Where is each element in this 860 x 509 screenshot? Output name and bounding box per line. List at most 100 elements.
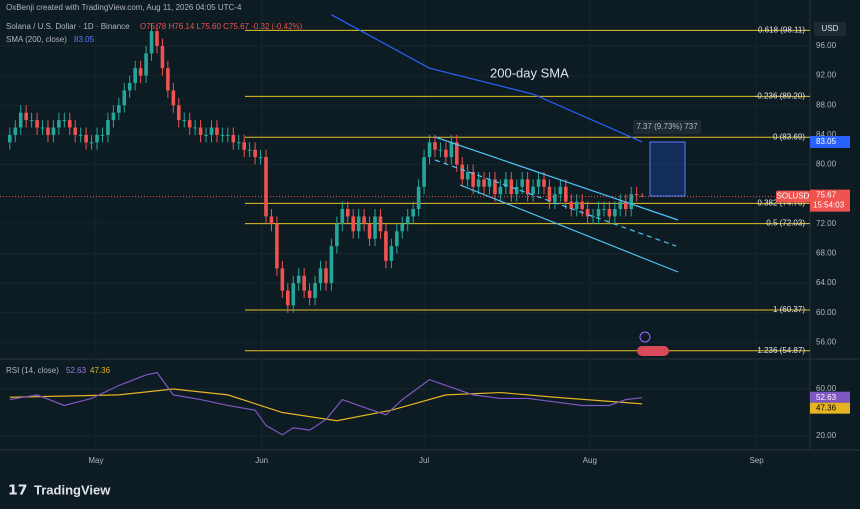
rsi-ma-box [810,402,850,414]
candle-body [465,171,470,180]
candle-body [302,275,306,291]
fib-label: 1.236 (54.87) [757,346,805,355]
author: OxBenji created with TradingView.com, Au… [6,3,242,12]
candle-body [411,209,415,217]
y-tick-label: 80.00 [816,160,837,169]
candle-body [318,268,323,284]
candle-body [155,31,159,46]
sma-legend-value: 83.05 [74,35,95,44]
y-tick-label: 56.00 [816,338,837,347]
candle-body [220,134,225,136]
candle-body [613,209,617,217]
candle-body [29,120,34,122]
x-tick-label: Sep [749,456,764,465]
x-tick-label: Jun [255,456,268,465]
flag-icon [637,346,669,356]
candle-body [553,194,557,202]
candle-body [324,268,328,284]
candle-body [634,194,639,196]
fib-label: 1 (60.37) [773,305,805,314]
rsi-ma-label: 47.36 [816,403,837,412]
y-tick-label: 64.00 [816,278,837,287]
fib-label: -0.236 (89.20) [755,91,806,100]
fib-label: 0.5 (72.03) [766,219,805,228]
candle-body [405,216,410,224]
logo: 𝟭𝟳 TradingView [8,482,111,498]
currency-box [814,22,846,36]
candle-body [454,142,459,165]
rsi-legend-value: 52.63 [66,366,87,375]
fib-label: 0 (83.69) [773,132,805,141]
candle-body [313,283,317,298]
rsi-box [810,391,850,403]
candle-body [264,157,268,217]
candle-body [547,186,552,202]
candle-body [51,127,56,135]
x-tick-label: Jul [419,456,429,465]
rsi-ma-legend-value: 47.36 [90,366,111,375]
candle-body [122,90,127,106]
candle-body [395,231,399,247]
rsi-label: 52.63 [816,393,837,402]
candle-body [329,246,334,284]
y-tick-label: 88.00 [816,100,837,109]
candle-body [187,120,192,128]
y-tick-label: 60.00 [816,308,837,317]
candle-body [95,134,99,143]
y-tick-label: 96.00 [816,41,837,50]
annotation: 200-day SMA [490,65,569,80]
candle-body [275,223,279,269]
candle-body [362,216,366,224]
candle-body [171,90,176,106]
price-label: 75.67 [816,191,837,200]
currency: USD [822,24,839,33]
candle-body [78,134,83,136]
candle-body [444,149,448,158]
channel [434,136,679,273]
candle-body [226,134,230,136]
y-tick-label: 68.00 [816,249,837,258]
candle-body [215,127,219,135]
candle-body [525,179,530,195]
rsi-ma-line [9,388,643,422]
candle-body [487,179,492,187]
candle-body [520,179,524,187]
candle-body [247,149,252,151]
candle-body [144,53,148,76]
candle-body [384,231,388,261]
channel-middle [434,159,677,247]
sma-box [810,135,850,148]
candle-body [209,127,214,135]
candle-body [564,186,568,202]
x-tick-label: May [88,456,103,465]
sma-line [331,14,643,143]
candle-body [307,290,312,298]
candle-body [84,134,88,143]
candle-body [111,112,116,121]
candle-body [46,127,50,135]
candle-body [291,283,296,306]
candle-body [389,246,394,261]
candle-body [416,186,421,210]
candle-body [166,68,170,91]
countdown: 15:54:03 [813,201,845,210]
candle-body [18,112,23,128]
candle-body [509,179,514,195]
y-tick-label: 92.00 [816,71,837,80]
candle-body [40,127,45,129]
candle-body [204,134,208,136]
candle-body [427,142,432,158]
candle-body [460,164,465,180]
candle-body [253,149,257,158]
candle-body [585,209,590,217]
candle-body [67,120,72,128]
candle-body [160,45,165,69]
candle-body [356,216,361,232]
candle-body [236,142,241,144]
candle-body [623,201,628,210]
rsi-legend: RSI (14, close) [6,366,59,375]
y-tick-label: 84.00 [816,130,837,139]
symbol-tag: SOLUSD [777,192,810,201]
